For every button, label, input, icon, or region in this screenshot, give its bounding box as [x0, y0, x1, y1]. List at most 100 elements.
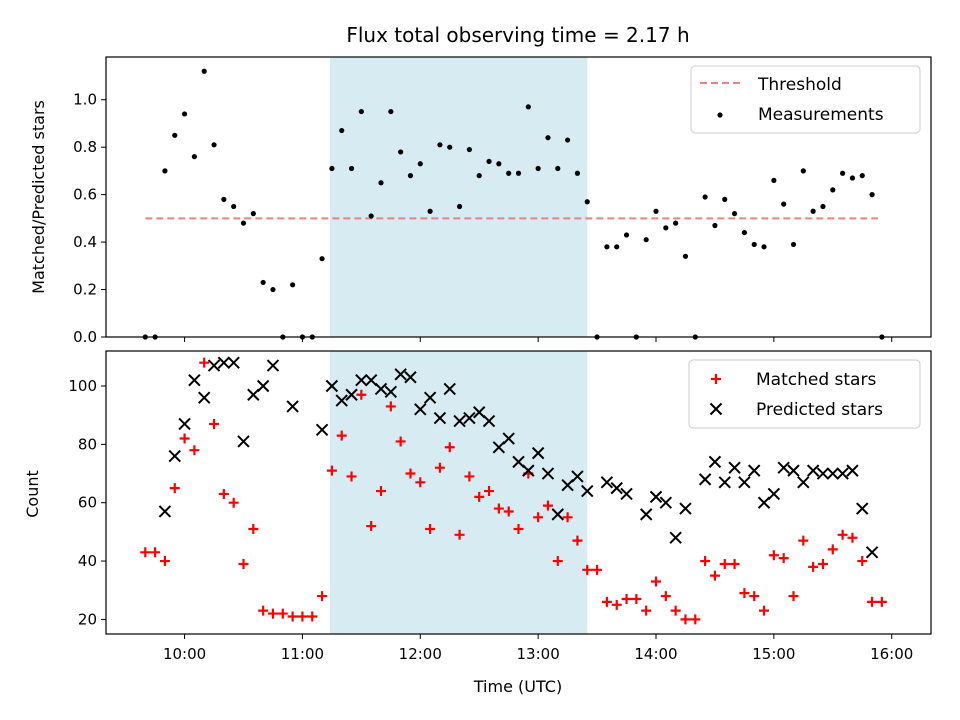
- predicted-point: [659, 496, 673, 509]
- measurement-point: [417, 161, 423, 167]
- predicted-point: [492, 441, 506, 454]
- y-tick-label: 0.4: [73, 233, 97, 251]
- legend-predicted-label: Predicted stars: [756, 400, 883, 420]
- measurement-point: [574, 170, 581, 176]
- x-tick-label: 14:00: [634, 645, 677, 663]
- matched-point: [641, 605, 652, 616]
- matched-point: [159, 556, 170, 567]
- measurement-point: [712, 222, 718, 229]
- highlight-span: [329, 351, 588, 634]
- y-tick-label: 0.2: [73, 281, 97, 299]
- measurement-point: [447, 144, 453, 150]
- matched-point: [876, 596, 887, 607]
- matched-point: [621, 593, 632, 604]
- predicted-point: [767, 487, 781, 501]
- matched-point: [484, 486, 495, 497]
- measurement-point: [191, 154, 197, 160]
- matched-point: [837, 529, 848, 540]
- predicted-point: [620, 487, 633, 501]
- measurement-point: [731, 211, 738, 217]
- matched-point: [425, 523, 436, 534]
- predicted-point: [198, 391, 211, 404]
- predicted-point: [168, 449, 181, 463]
- measurement-point: [329, 165, 335, 172]
- predicted-point: [777, 461, 790, 474]
- x-tick-label: 15:00: [752, 645, 795, 663]
- predicted-point: [708, 455, 722, 469]
- predicted-point: [502, 432, 515, 445]
- predicted-point: [541, 467, 555, 480]
- predicted-point: [423, 391, 437, 404]
- predicted-point: [679, 502, 692, 515]
- predicted-point: [551, 508, 564, 521]
- measurement-point: [830, 187, 836, 193]
- measurement-point: [859, 173, 865, 179]
- measurement-point: [869, 192, 875, 198]
- predicted-point: [286, 400, 299, 413]
- predicted-point: [207, 359, 221, 372]
- predicted-point: [836, 467, 849, 480]
- predicted-point: [806, 464, 820, 477]
- matched-point: [218, 488, 229, 499]
- predicted-point: [639, 508, 653, 521]
- predicted-point: [364, 373, 378, 387]
- x-tick-label: 16:00: [870, 645, 913, 663]
- legend-predicted-swatch: [709, 402, 723, 416]
- predicted-point: [787, 464, 800, 477]
- predicted-point: [404, 371, 417, 384]
- measurement-point: [840, 170, 846, 176]
- matched-point: [660, 591, 671, 602]
- matched-point: [827, 544, 838, 555]
- matched-point: [444, 442, 455, 453]
- legend-measurement-label: Measurements: [758, 105, 884, 125]
- predicted-point: [826, 467, 839, 480]
- measurement-point: [456, 203, 463, 210]
- predicted-point: [443, 382, 456, 396]
- matched-point: [228, 497, 239, 508]
- top-y-axis-label: Matched/Predicted stars: [29, 100, 48, 294]
- matched-point: [464, 471, 475, 482]
- predicted-point: [865, 546, 879, 559]
- measurement-point: [319, 256, 325, 262]
- predicted-point: [571, 470, 584, 483]
- predicted-point: [816, 467, 830, 480]
- matched-point: [749, 591, 760, 602]
- predicted-point: [217, 356, 231, 369]
- matched-point: [601, 596, 612, 607]
- legend-box: [690, 65, 921, 134]
- matched-point: [788, 591, 799, 602]
- matched-point: [817, 558, 828, 569]
- bottom-y-axis-label: Count: [23, 470, 42, 518]
- measurement-point: [761, 244, 767, 250]
- predicted-point: [856, 502, 869, 515]
- matched-point: [209, 418, 220, 429]
- predicted-point: [325, 379, 339, 393]
- matched-point: [267, 608, 278, 619]
- measurement-point: [221, 196, 227, 202]
- predicted-point: [374, 382, 388, 396]
- matched-point: [552, 556, 563, 567]
- predicted-point: [748, 464, 761, 477]
- matched-point: [562, 512, 573, 523]
- matched-point: [798, 535, 809, 546]
- matched-point: [258, 605, 269, 616]
- predicted-point: [384, 385, 398, 399]
- matched-point: [719, 558, 730, 569]
- x-tick-label: 12:00: [399, 645, 442, 663]
- predicted-point: [698, 473, 712, 486]
- y-tick-label: 1.0: [73, 91, 97, 109]
- matched-point: [150, 547, 161, 558]
- matched-point: [376, 486, 386, 497]
- measurement-point: [378, 180, 384, 186]
- measurement-point: [211, 142, 217, 148]
- measurement-point: [339, 127, 345, 134]
- matched-point: [680, 614, 691, 625]
- predicted-point: [610, 481, 623, 495]
- bottom-legend: Matched stars Predicted stars: [688, 359, 921, 429]
- matched-point: [670, 605, 681, 616]
- measurement-point: [466, 146, 472, 153]
- measurement-point: [181, 111, 188, 117]
- matched-point: [317, 591, 328, 602]
- matched-point: [189, 445, 200, 456]
- measurement-point: [790, 241, 797, 248]
